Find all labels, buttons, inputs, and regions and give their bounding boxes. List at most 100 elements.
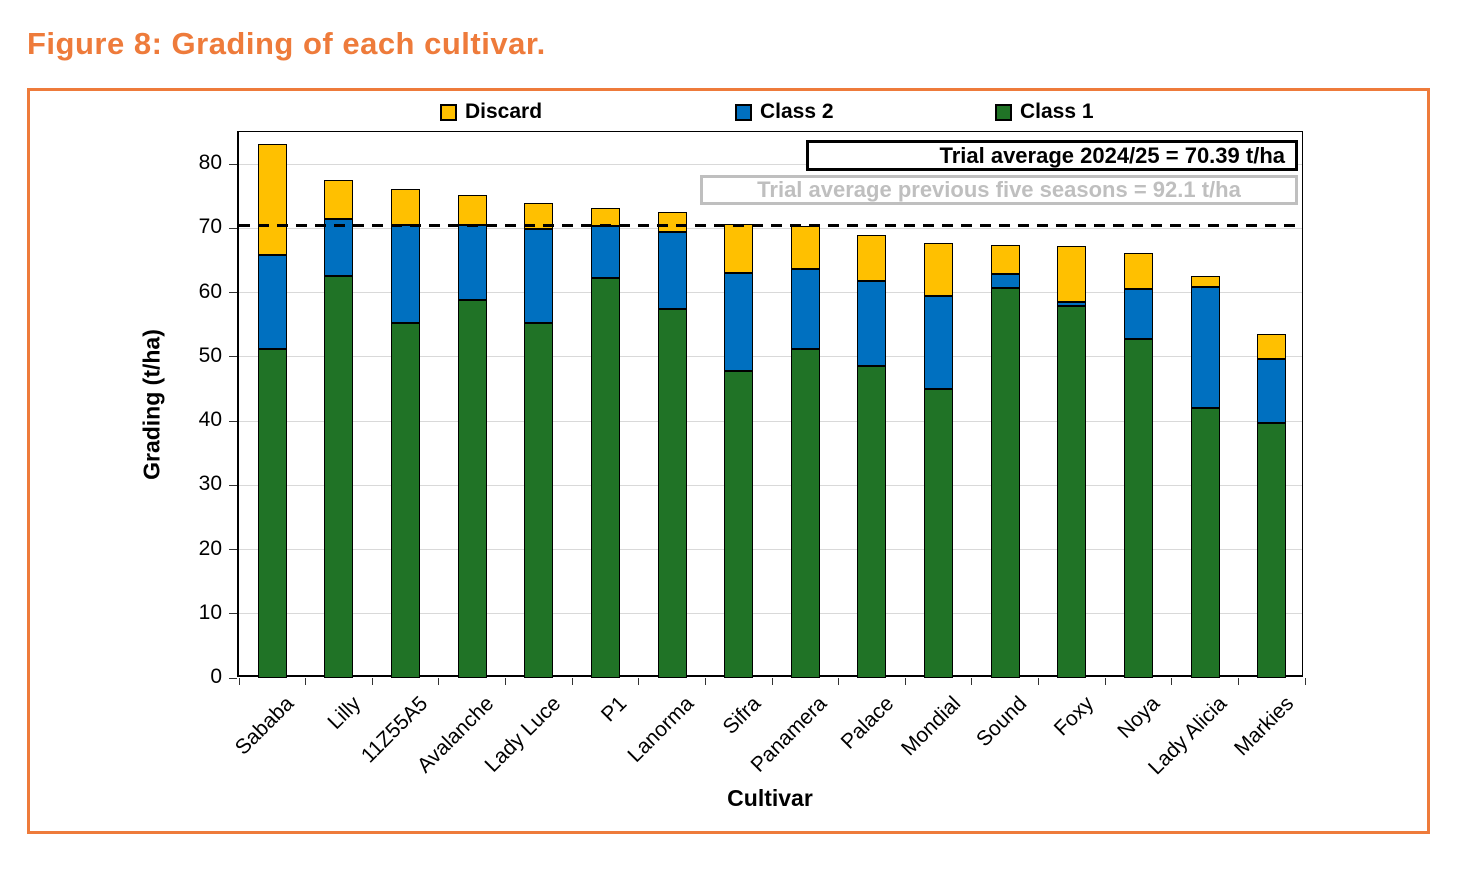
bar-panamera-class-2 <box>790 268 820 350</box>
bar-p1-class-2 <box>590 226 620 278</box>
bar-lilly-class-1 <box>324 275 354 678</box>
y-tick-label-60: 60 <box>198 279 222 303</box>
bar-sound-discard <box>990 245 1020 274</box>
bar-11z55a5-class-2 <box>391 225 421 323</box>
x-label-lilly: Lilly <box>323 692 366 734</box>
bar-lady-luce-class-2 <box>524 228 554 324</box>
x-tick-mark <box>638 678 640 685</box>
trial-average-previous-box: Trial average previous five seasons = 92… <box>700 175 1298 205</box>
legend-label-class1: Class 1 <box>1020 100 1094 123</box>
legend-item-discard: Discard <box>440 100 542 124</box>
gridline-50 <box>239 356 1302 358</box>
bar-markies-class-2 <box>1257 359 1287 423</box>
legend-label-discard: Discard <box>465 100 543 123</box>
trial-average-previous-text: Trial average previous five seasons = 92… <box>757 177 1241 202</box>
bar-sifra-class-2 <box>724 272 754 371</box>
bar-foxy-class-1 <box>1057 306 1087 678</box>
gridline-20 <box>239 549 1302 551</box>
bar-sababa-class-1 <box>257 349 287 678</box>
bar-lady-alicia-discard <box>1190 275 1220 287</box>
trial-average-current-box: Trial average 2024/25 = 70.39 t/ha <box>806 140 1298 171</box>
bar-noya-class-1 <box>1123 338 1153 678</box>
bar-palace-class-2 <box>857 281 887 366</box>
bar-lanorma-class-1 <box>657 308 687 678</box>
bar-p1-class-1 <box>590 277 620 678</box>
gridline-10 <box>239 613 1302 615</box>
discard-swatch-icon <box>440 103 457 121</box>
legend-item-class2: Class 2 <box>735 100 834 124</box>
y-tick-mark <box>229 227 237 229</box>
bar-lilly-class-2 <box>324 218 354 276</box>
x-tick-mark <box>238 678 240 685</box>
y-tick-label-30: 30 <box>198 472 222 496</box>
gridline-60 <box>239 292 1302 294</box>
bar-sound-class-1 <box>990 288 1020 678</box>
x-tick-mark <box>571 678 573 685</box>
y-tick-mark <box>229 613 237 615</box>
x-tick-mark <box>704 678 706 685</box>
bar-mondial-class-2 <box>924 295 954 389</box>
y-tick-label-0: 0 <box>210 665 222 688</box>
y-tick-label-20: 20 <box>198 536 222 560</box>
x-tick-mark <box>505 678 506 685</box>
bar-foxy-class-2 <box>1057 302 1087 307</box>
x-label-11z55a5: 11Z55A5 <box>356 692 432 768</box>
x-label-noya: Noya <box>1113 692 1165 743</box>
y-tick-label-50: 50 <box>198 343 222 367</box>
chart-panel: Discard Class 2 Class 1 0 10 20 30 40 50 60 70 8… <box>27 88 1430 834</box>
y-tick-label-80: 80 <box>198 151 222 175</box>
bar-palace-class-1 <box>857 365 887 678</box>
y-tick-mark <box>229 292 237 294</box>
bar-panamera-class-1 <box>790 349 820 678</box>
x-tick-mark <box>1038 678 1039 685</box>
bar-panamera-discard <box>790 225 820 269</box>
bar-lanorma-discard <box>657 212 687 233</box>
bar-noya-class-2 <box>1123 288 1153 339</box>
class2-swatch-icon <box>735 103 752 121</box>
bar-avalanche-discard <box>457 194 487 226</box>
bar-markies-class-1 <box>1257 422 1287 678</box>
bar-avalanche-class-1 <box>457 299 487 678</box>
bar-11z55a5-class-1 <box>391 322 421 678</box>
bar-sifra-class-1 <box>724 370 754 678</box>
bar-lilly-discard <box>324 180 354 219</box>
x-label-lady-luce: Lady Luce <box>480 692 566 777</box>
bar-noya-discard <box>1123 253 1153 289</box>
bar-lady-alicia-class-1 <box>1190 408 1220 678</box>
plot-area: 0 10 20 30 40 50 60 70 80 Sababa Lilly 11Z55A5 Avala… <box>199 131 1306 779</box>
gridline-70 <box>239 227 1302 229</box>
bar-lanorma-class-2 <box>657 232 687 309</box>
gridline-30 <box>239 484 1302 486</box>
x-tick-mark <box>1104 678 1106 685</box>
y-tick-label-40: 40 <box>198 408 222 432</box>
gridline-40 <box>239 420 1302 422</box>
bar-foxy-discard <box>1057 245 1087 303</box>
bar-lady-luce-class-1 <box>524 323 554 678</box>
figure-title: Figure 8: Grading of each cultivar. <box>27 26 546 61</box>
y-tick-label-10: 10 <box>198 600 222 624</box>
x-tick-mark <box>771 678 773 685</box>
legend-label-class2: Class 2 <box>760 100 834 123</box>
x-tick-mark <box>838 678 840 685</box>
x-label-avalanche: Avalanche <box>413 692 499 778</box>
bar-mondial-discard <box>924 243 954 296</box>
bar-markies-discard <box>1257 334 1287 360</box>
y-axis-title: Grading (t/ha) <box>138 329 165 480</box>
x-tick-mark <box>1304 678 1306 685</box>
bar-sababa-discard <box>257 144 287 256</box>
x-tick-mark <box>971 678 973 685</box>
x-label-foxy: Foxy <box>1049 692 1099 741</box>
y-tick-label-70: 70 <box>198 215 222 239</box>
bar-sound-class-2 <box>990 273 1020 289</box>
bar-sababa-class-2 <box>257 255 287 350</box>
legend-item-class1: Class 1 <box>995 100 1094 124</box>
bar-11z55a5-discard <box>391 189 421 226</box>
x-label-markies: Markies <box>1229 692 1298 761</box>
trial-average-reference-line <box>239 224 1302 228</box>
bar-avalanche-class-2 <box>457 225 487 300</box>
x-tick-mark <box>438 678 440 685</box>
y-tick-mark <box>229 677 237 679</box>
y-tick-mark <box>229 549 237 551</box>
y-tick-mark <box>229 163 237 165</box>
x-axis-title: Cultivar <box>727 785 813 811</box>
